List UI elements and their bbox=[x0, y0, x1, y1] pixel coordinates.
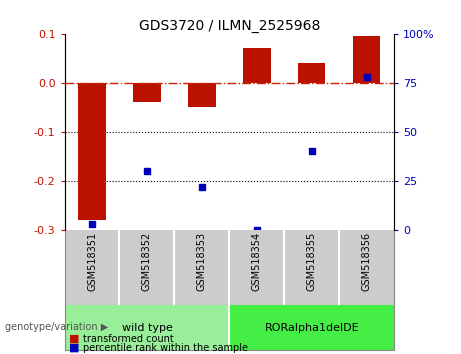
Title: GDS3720 / ILMN_2525968: GDS3720 / ILMN_2525968 bbox=[139, 19, 320, 33]
Bar bbox=[188, 83, 216, 107]
Bar bbox=[284, 230, 339, 305]
Bar bbox=[65, 305, 229, 350]
Bar bbox=[243, 48, 271, 83]
Text: transformed count: transformed count bbox=[83, 334, 174, 344]
Bar bbox=[298, 63, 325, 83]
Bar bbox=[65, 230, 119, 305]
Text: ■: ■ bbox=[69, 343, 80, 353]
Bar bbox=[229, 230, 284, 305]
Text: GSM518355: GSM518355 bbox=[307, 232, 317, 291]
Text: wild type: wild type bbox=[122, 323, 172, 333]
Text: GSM518353: GSM518353 bbox=[197, 232, 207, 291]
Bar bbox=[174, 230, 229, 305]
Bar bbox=[78, 83, 106, 220]
Text: genotype/variation ▶: genotype/variation ▶ bbox=[5, 322, 108, 332]
Text: GSM518354: GSM518354 bbox=[252, 232, 262, 291]
Bar bbox=[339, 230, 394, 305]
Text: GSM518351: GSM518351 bbox=[87, 232, 97, 291]
Bar bbox=[133, 83, 161, 102]
Text: GSM518356: GSM518356 bbox=[362, 232, 372, 291]
Bar bbox=[353, 36, 380, 83]
Text: percentile rank within the sample: percentile rank within the sample bbox=[83, 343, 248, 353]
Bar bbox=[229, 305, 394, 350]
Bar bbox=[119, 230, 174, 305]
Text: RORalpha1delDE: RORalpha1delDE bbox=[265, 323, 359, 333]
Text: ■: ■ bbox=[69, 334, 80, 344]
Text: GSM518352: GSM518352 bbox=[142, 232, 152, 291]
